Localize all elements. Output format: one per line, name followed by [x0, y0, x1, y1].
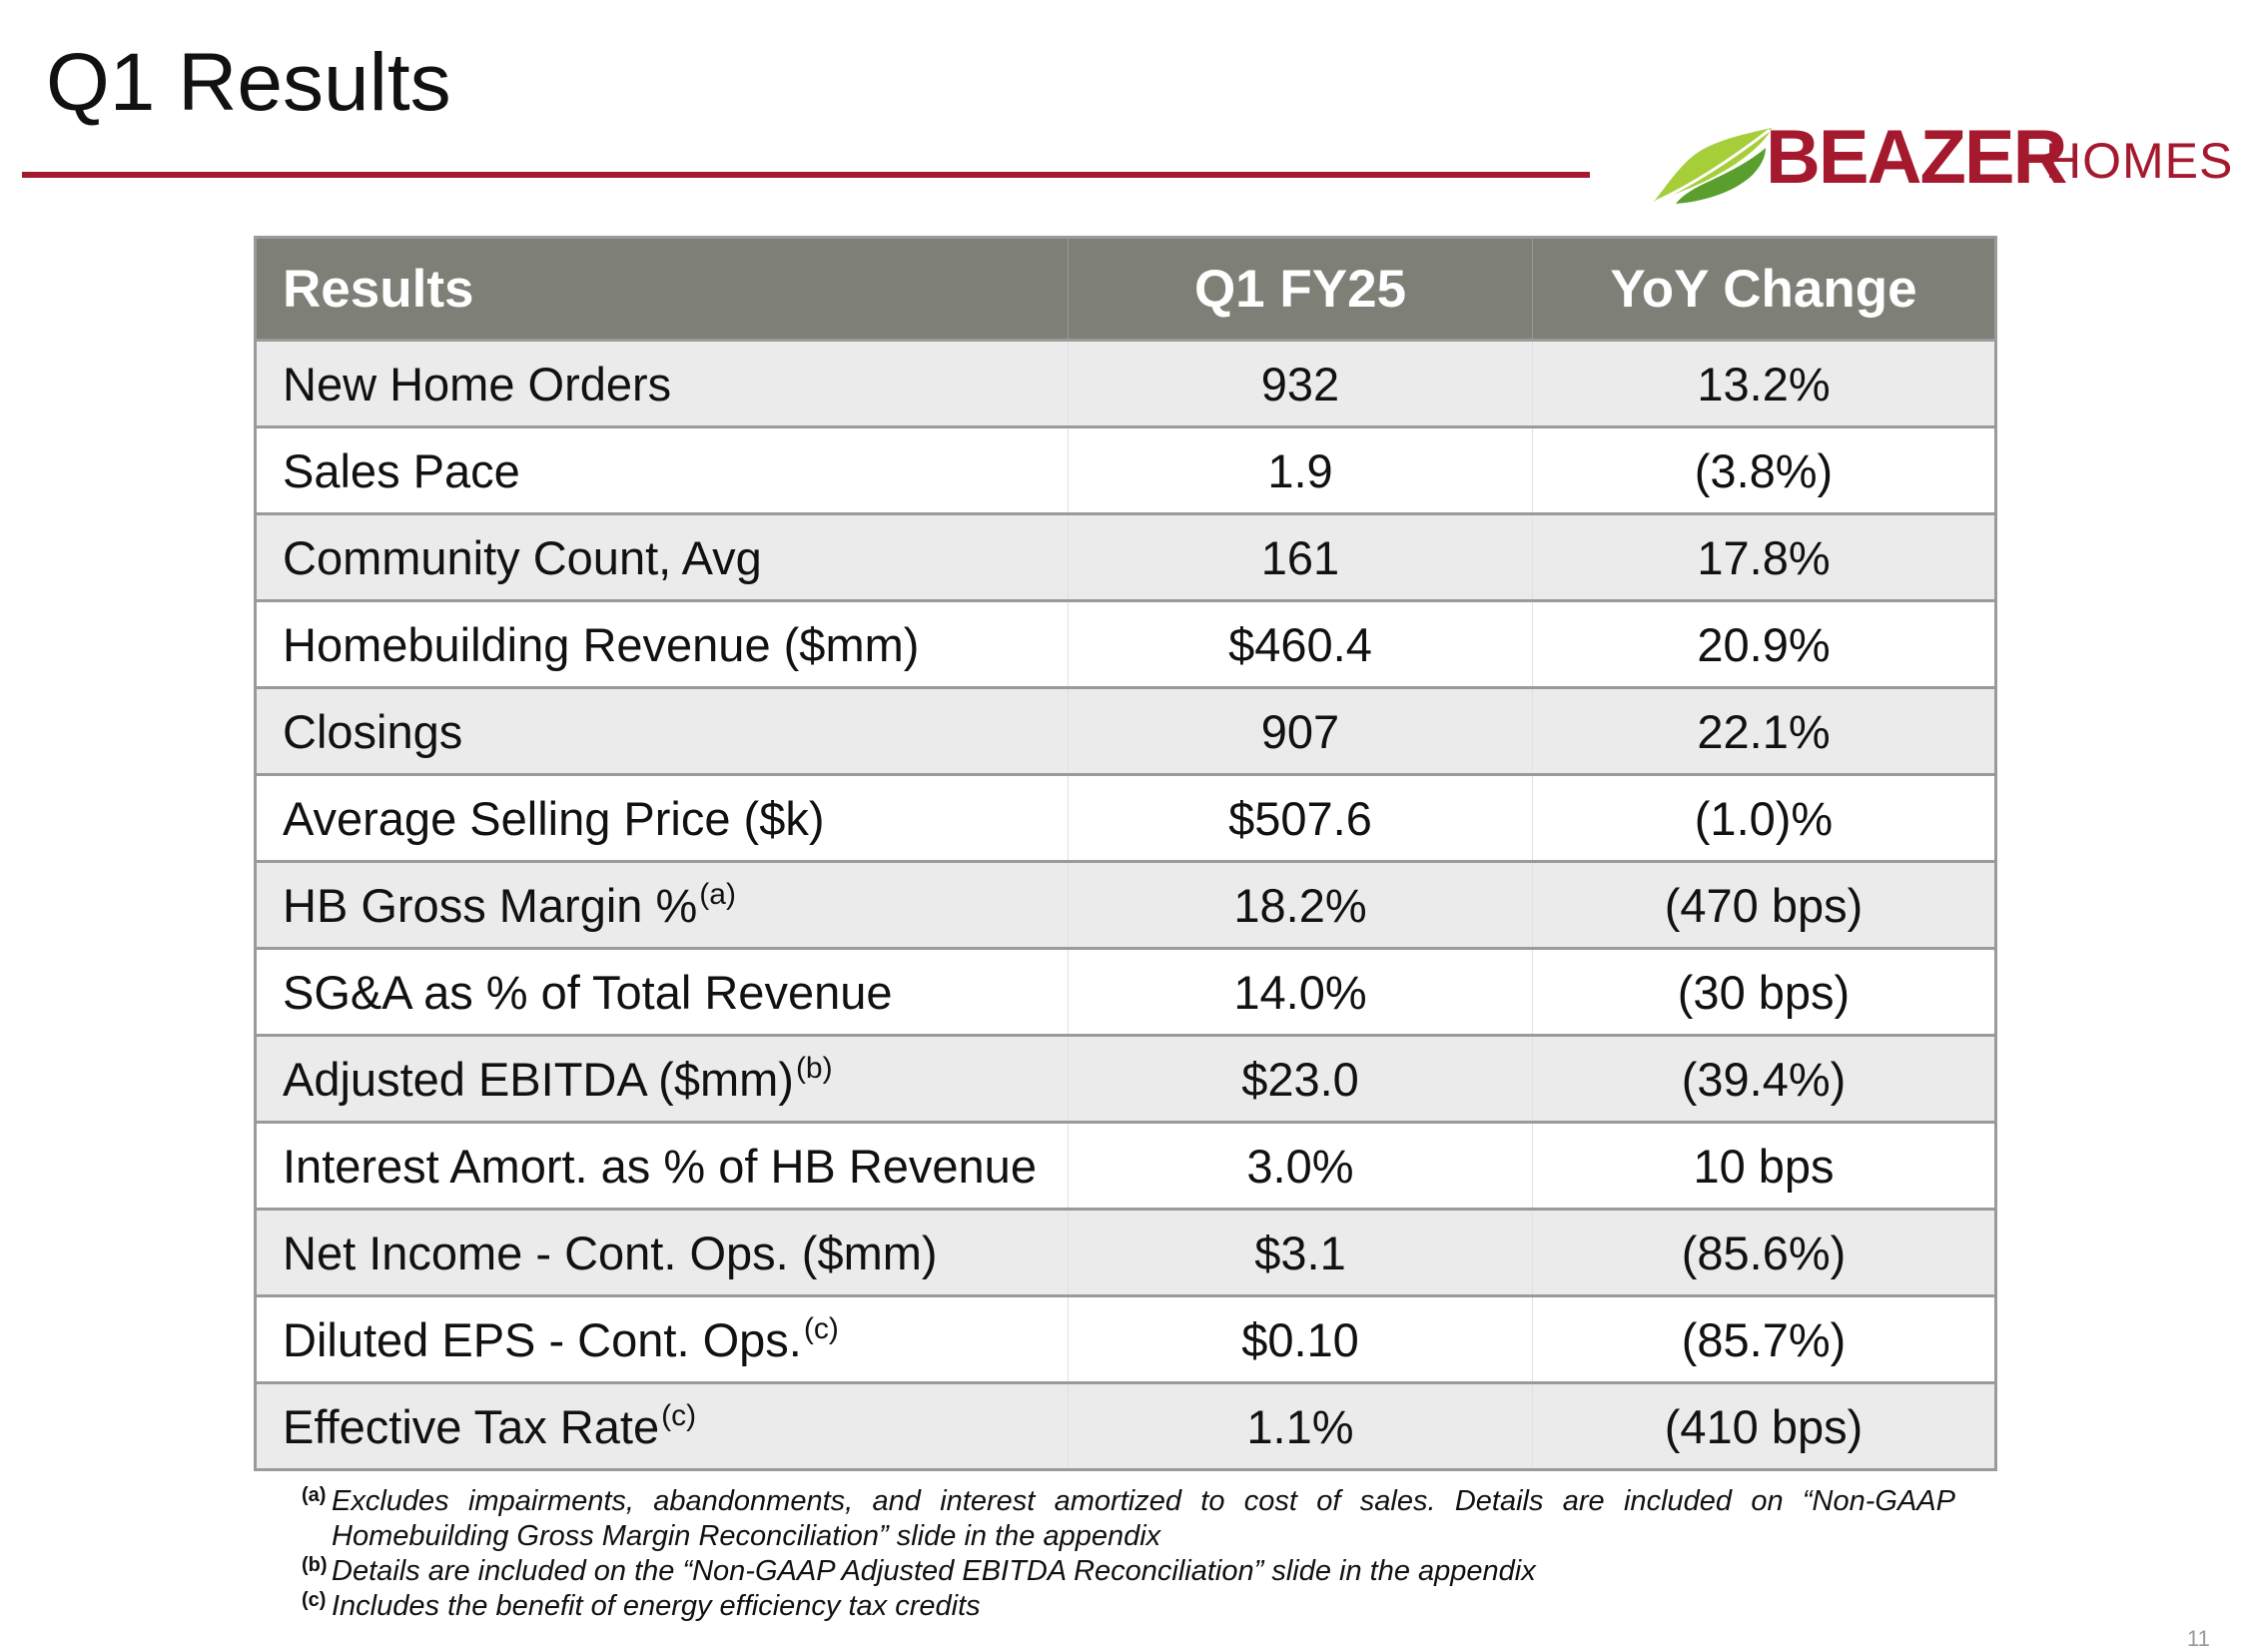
- results-table: Results Q1 FY25 YoY Change New Home Orde…: [254, 236, 1997, 1471]
- page-number: 11: [2187, 1626, 2210, 1651]
- row-label-text: New Home Orders: [283, 357, 672, 411]
- row-label: Average Selling Price ($k): [255, 773, 1069, 862]
- yoy-change-value: (30 bps): [1532, 947, 1996, 1036]
- row-label: Community Count, Avg: [255, 512, 1069, 601]
- table-row: Homebuilding Revenue ($mm) $460.4 20.9%: [255, 599, 1996, 688]
- row-label-text: HB Gross Margin %: [283, 878, 698, 932]
- q1-fy25-value: $460.4: [1068, 599, 1533, 688]
- footnote-reference: (c): [661, 1398, 697, 1432]
- q1-fy25-value: $507.6: [1068, 773, 1533, 862]
- yoy-change-value: (410 bps): [1532, 1381, 1996, 1470]
- row-label-text: Average Selling Price ($k): [283, 791, 825, 845]
- table-row: Diluted EPS - Cont. Ops.(c) $0.10 (85.7%): [255, 1294, 1996, 1383]
- footnote-text: Includes the benefit of energy efficienc…: [332, 1590, 981, 1622]
- footnote-marker: (b): [302, 1554, 328, 1576]
- yoy-change-value: 10 bps: [1532, 1121, 1996, 1210]
- row-label-text: SG&A as % of Total Revenue: [283, 965, 893, 1019]
- slide-title: Q1 Results: [46, 37, 451, 128]
- footnote-reference: (b): [795, 1051, 833, 1085]
- row-label: Sales Pace: [255, 425, 1069, 514]
- table-row: HB Gross Margin %(a) 18.2% (470 bps): [255, 860, 1996, 949]
- q1-fy25-value: 932: [1068, 339, 1533, 427]
- yoy-change-value: (85.7%): [1532, 1294, 1996, 1383]
- q1-fy25-value: $3.1: [1068, 1208, 1533, 1296]
- column-header-results: Results: [255, 237, 1069, 341]
- row-label: Interest Amort. as % of HB Revenue: [255, 1121, 1069, 1210]
- leaf-icon: [1654, 128, 1772, 204]
- column-header-yoy-change: YoY Change: [1532, 237, 1996, 341]
- column-header-q1-fy25: Q1 FY25: [1068, 237, 1533, 341]
- row-label: Homebuilding Revenue ($mm): [255, 599, 1069, 688]
- row-label-text: Homebuilding Revenue ($mm): [283, 617, 920, 671]
- yoy-change-value: 17.8%: [1532, 512, 1996, 601]
- table-row: Interest Amort. as % of HB Revenue 3.0% 10…: [255, 1121, 1996, 1210]
- yoy-change-value: (85.6%): [1532, 1208, 1996, 1296]
- row-label: Closings: [255, 686, 1069, 775]
- yoy-change-value: (39.4%): [1532, 1034, 1996, 1123]
- table-row: Average Selling Price ($k) $507.6 (1.0)%: [255, 773, 1996, 862]
- q1-fy25-value: 161: [1068, 512, 1533, 601]
- footnote: (a) Excludes impairments, abandonments, a…: [302, 1484, 1955, 1554]
- table-row: Effective Tax Rate(c) 1.1% (410 bps): [255, 1381, 1996, 1470]
- row-label-text: Adjusted EBITDA ($mm): [283, 1052, 794, 1106]
- table-row: Adjusted EBITDA ($mm)(b) $23.0 (39.4%): [255, 1034, 1996, 1123]
- row-label: Effective Tax Rate(c): [255, 1381, 1069, 1470]
- footnote-marker: (c): [302, 1589, 327, 1611]
- yoy-change-value: 20.9%: [1532, 599, 1996, 688]
- q1-fy25-value: 3.0%: [1068, 1121, 1533, 1210]
- table-row: SG&A as % of Total Revenue 14.0% (30 bps): [255, 947, 1996, 1036]
- q1-fy25-value: 907: [1068, 686, 1533, 775]
- yoy-change-value: 13.2%: [1532, 339, 1996, 427]
- footnotes: (a) Excludes impairments, abandonments, a…: [302, 1484, 1955, 1624]
- footnote-marker: (a): [302, 1484, 327, 1506]
- q1-fy25-value: 1.1%: [1068, 1381, 1533, 1470]
- yoy-change-value: 22.1%: [1532, 686, 1996, 775]
- row-label-text: Sales Pace: [283, 443, 520, 497]
- row-label-text: Effective Tax Rate: [283, 1399, 660, 1453]
- footnote-reference: (c): [803, 1311, 839, 1345]
- q1-fy25-value: 1.9: [1068, 425, 1533, 514]
- table-header-row: Results Q1 FY25 YoY Change: [255, 237, 1996, 341]
- yoy-change-value: (3.8%): [1532, 425, 1996, 514]
- row-label: Adjusted EBITDA ($mm)(b): [255, 1034, 1069, 1123]
- row-label-text: Community Count, Avg: [283, 530, 762, 584]
- row-label-text: Diluted EPS - Cont. Ops.: [283, 1312, 802, 1366]
- table-row: Closings 907 22.1%: [255, 686, 1996, 775]
- row-label: Diluted EPS - Cont. Ops.(c): [255, 1294, 1069, 1383]
- row-label: SG&A as % of Total Revenue: [255, 947, 1069, 1036]
- table-row: Sales Pace 1.9 (3.8%): [255, 425, 1996, 514]
- row-label: Net Income - Cont. Ops. ($mm): [255, 1208, 1069, 1296]
- table-row: Community Count, Avg 161 17.8%: [255, 512, 1996, 601]
- logo-wordmark-sub: HOMES: [2045, 133, 2234, 189]
- row-label-text: Net Income - Cont. Ops. ($mm): [283, 1226, 938, 1279]
- row-label-text: Interest Amort. as % of HB Revenue: [283, 1139, 1037, 1193]
- footnote-text: Details are included on the “Non-GAAP Ad…: [332, 1555, 1536, 1587]
- footnote: (c) Includes the benefit of energy effici…: [302, 1589, 1955, 1624]
- beazer-homes-logo: BEAZER HOMES: [1646, 115, 2232, 208]
- footnote: (b) Details are included on the “Non-GAAP…: [302, 1554, 1955, 1589]
- footnote-reference: (a): [699, 877, 736, 911]
- footnote-text: Excludes impairments, abandonments, and …: [332, 1485, 1955, 1552]
- table-row: Net Income - Cont. Ops. ($mm) $3.1 (85.6%): [255, 1208, 1996, 1296]
- yoy-change-value: (470 bps): [1532, 860, 1996, 949]
- q1-fy25-value: 14.0%: [1068, 947, 1533, 1036]
- q1-fy25-value: $23.0: [1068, 1034, 1533, 1123]
- logo-wordmark: BEAZER: [1766, 115, 2067, 200]
- table-body: New Home Orders 932 13.2% Sales Pace 1.9 (3.8…: [255, 339, 1996, 1470]
- row-label: HB Gross Margin %(a): [255, 860, 1069, 949]
- row-label: New Home Orders: [255, 339, 1069, 427]
- row-label-text: Closings: [283, 704, 463, 758]
- title-divider: [22, 172, 1590, 178]
- table-row: New Home Orders 932 13.2%: [255, 339, 1996, 427]
- q1-fy25-value: 18.2%: [1068, 860, 1533, 949]
- yoy-change-value: (1.0)%: [1532, 773, 1996, 862]
- q1-fy25-value: $0.10: [1068, 1294, 1533, 1383]
